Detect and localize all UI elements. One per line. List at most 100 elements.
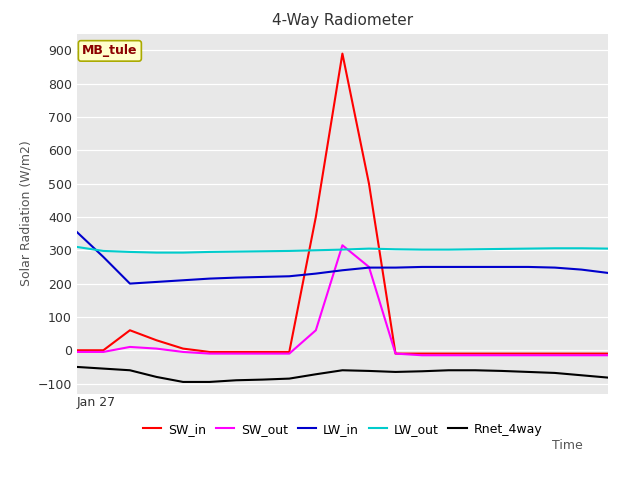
Rnet_4way <box>472 367 479 373</box>
LW_out <box>285 248 293 254</box>
SW_in <box>206 349 214 355</box>
Rnet_4way <box>153 374 161 380</box>
Rnet_4way <box>551 370 559 376</box>
SW_out <box>312 327 320 333</box>
LW_out <box>472 246 479 252</box>
LW_out <box>126 249 134 255</box>
Rnet_4way <box>126 367 134 373</box>
LW_in <box>339 267 346 273</box>
Rnet_4way <box>312 372 320 377</box>
Rnet_4way <box>73 364 81 370</box>
SW_out <box>392 351 399 357</box>
LW_in <box>525 264 532 270</box>
LW_in <box>153 279 161 285</box>
LW_in <box>365 264 373 270</box>
SW_out <box>73 349 81 355</box>
SW_in <box>153 337 161 343</box>
Rnet_4way <box>525 369 532 375</box>
Rnet_4way <box>604 375 612 381</box>
LW_out <box>419 247 426 252</box>
Rnet_4way <box>392 369 399 375</box>
SW_in <box>525 351 532 357</box>
Rnet_4way <box>498 368 506 374</box>
Line: LW_out: LW_out <box>77 247 608 252</box>
SW_in <box>312 214 320 220</box>
LW_in <box>179 277 187 283</box>
SW_out <box>551 352 559 358</box>
LW_in <box>392 264 399 270</box>
SW_out <box>100 349 108 355</box>
SW_out <box>339 242 346 248</box>
SW_out <box>285 351 293 357</box>
SW_out <box>365 264 373 270</box>
SW_out <box>126 344 134 350</box>
LW_in <box>312 271 320 276</box>
Text: MB_tule: MB_tule <box>82 44 138 58</box>
Line: Rnet_4way: Rnet_4way <box>77 367 608 382</box>
SW_in <box>604 351 612 357</box>
Rnet_4way <box>578 372 586 378</box>
SW_in <box>578 351 586 357</box>
SW_in <box>339 51 346 57</box>
Rnet_4way <box>365 368 373 374</box>
LW_out <box>73 244 81 250</box>
SW_in <box>285 349 293 355</box>
LW_in <box>604 270 612 276</box>
LW_out <box>445 247 452 252</box>
LW_out <box>525 246 532 252</box>
Rnet_4way <box>445 367 452 373</box>
LW_in <box>419 264 426 270</box>
LW_out <box>551 245 559 251</box>
SW_in <box>419 351 426 357</box>
Rnet_4way <box>259 377 267 383</box>
SW_in <box>126 327 134 333</box>
LW_out <box>206 249 214 255</box>
SW_in <box>73 348 81 353</box>
SW_out <box>472 352 479 358</box>
SW_out <box>578 352 586 358</box>
LW_out <box>365 246 373 252</box>
LW_in <box>285 274 293 279</box>
LW_out <box>179 250 187 255</box>
LW_in <box>206 276 214 281</box>
SW_in <box>392 351 399 357</box>
LW_out <box>259 248 267 254</box>
LW_out <box>498 246 506 252</box>
SW_in <box>365 180 373 186</box>
SW_in <box>100 348 108 353</box>
SW_in <box>232 349 240 355</box>
Rnet_4way <box>419 368 426 374</box>
SW_out <box>419 352 426 358</box>
Line: LW_in: LW_in <box>77 232 608 284</box>
LW_out <box>604 246 612 252</box>
Line: SW_out: SW_out <box>77 245 608 355</box>
LW_out <box>578 245 586 251</box>
LW_out <box>100 248 108 254</box>
SW_in <box>472 351 479 357</box>
LW_out <box>339 247 346 252</box>
LW_out <box>232 249 240 254</box>
LW_in <box>551 264 559 270</box>
SW_out <box>525 352 532 358</box>
SW_out <box>604 352 612 358</box>
SW_out <box>445 352 452 358</box>
SW_out <box>498 352 506 358</box>
Rnet_4way <box>285 376 293 382</box>
Rnet_4way <box>100 366 108 372</box>
SW_out <box>232 351 240 357</box>
LW_in <box>100 254 108 260</box>
LW_in <box>498 264 506 270</box>
Legend: SW_in, SW_out, LW_in, LW_out, Rnet_4way: SW_in, SW_out, LW_in, LW_out, Rnet_4way <box>138 419 547 441</box>
LW_in <box>472 264 479 270</box>
SW_in <box>259 349 267 355</box>
LW_out <box>392 246 399 252</box>
Title: 4-Way Radiometer: 4-Way Radiometer <box>272 13 413 28</box>
SW_in <box>179 346 187 351</box>
LW_in <box>578 267 586 273</box>
LW_out <box>153 250 161 255</box>
SW_in <box>551 351 559 357</box>
Y-axis label: Solar Radiation (W/m2): Solar Radiation (W/m2) <box>19 141 32 287</box>
SW_out <box>153 346 161 351</box>
Text: Time: Time <box>552 439 582 452</box>
LW_in <box>445 264 452 270</box>
